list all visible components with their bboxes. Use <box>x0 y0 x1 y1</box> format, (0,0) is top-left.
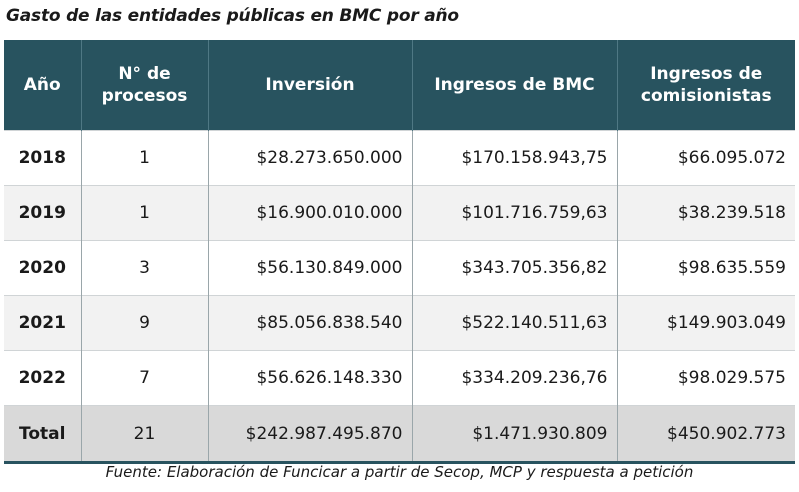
cell-total-commission-income: $450.902.773 <box>616 405 795 464</box>
cell-total-investment: $242.987.495.870 <box>207 405 412 464</box>
cell-bmc-income: $101.716.759,63 <box>411 185 617 241</box>
cell-investment: $56.130.849.000 <box>207 240 412 296</box>
cell-bmc-income: $343.705.356,82 <box>411 240 617 296</box>
table-title: Gasto de las entidades públicas en BMC p… <box>6 6 459 26</box>
header-bmc-income: Ingresos de BMC <box>411 40 617 131</box>
table-row: 2022 7 $56.626.148.330 $334.209.236,76 $… <box>4 350 795 406</box>
cell-investment: $16.900.010.000 <box>207 185 412 241</box>
header-processes: N° de procesos <box>80 40 208 131</box>
spending-table: Año N° de procesos Inversión Ingresos de… <box>4 40 795 464</box>
table-row: 2020 3 $56.130.849.000 $343.705.356,82 $… <box>4 240 795 296</box>
cell-bmc-income: $170.158.943,75 <box>411 130 617 186</box>
cell-total-processes: 21 <box>80 405 208 464</box>
cell-year: 2020 <box>4 240 81 296</box>
header-investment: Inversión <box>207 40 412 131</box>
cell-total-label: Total <box>4 405 81 464</box>
cell-investment: $85.056.838.540 <box>207 295 412 351</box>
cell-year: 2022 <box>4 350 81 406</box>
table-row: 2021 9 $85.056.838.540 $522.140.511,63 $… <box>4 295 795 351</box>
cell-total-bmc-income: $1.471.930.809 <box>411 405 617 464</box>
cell-year: 2021 <box>4 295 81 351</box>
cell-processes: 1 <box>80 130 208 186</box>
cell-processes: 9 <box>80 295 208 351</box>
cell-investment: $28.273.650.000 <box>207 130 412 186</box>
cell-commission-income: $66.095.072 <box>616 130 795 186</box>
header-year: Año <box>4 40 81 131</box>
cell-processes: 3 <box>80 240 208 296</box>
cell-commission-income: $98.029.575 <box>616 350 795 406</box>
cell-processes: 7 <box>80 350 208 406</box>
source-note: Fuente: Elaboración de Funcicar a partir… <box>105 463 694 481</box>
cell-bmc-income: $522.140.511,63 <box>411 295 617 351</box>
cell-processes: 1 <box>80 185 208 241</box>
cell-commission-income: $38.239.518 <box>616 185 795 241</box>
cell-bmc-income: $334.209.236,76 <box>411 350 617 406</box>
cell-year: 2018 <box>4 130 81 186</box>
header-row: Año N° de procesos Inversión Ingresos de… <box>4 40 795 131</box>
table-body: 2018 1 $28.273.650.000 $170.158.943,75 $… <box>4 130 795 464</box>
total-row: Total 21 $242.987.495.870 $1.471.930.809… <box>4 405 795 464</box>
cell-investment: $56.626.148.330 <box>207 350 412 406</box>
table-row: 2019 1 $16.900.010.000 $101.716.759,63 $… <box>4 185 795 241</box>
header-commission-income: Ingresos de comisionistas <box>616 40 795 131</box>
cell-commission-income: $149.903.049 <box>616 295 795 351</box>
cell-year: 2019 <box>4 185 81 241</box>
table-header: Año N° de procesos Inversión Ingresos de… <box>4 40 795 131</box>
cell-commission-income: $98.635.559 <box>616 240 795 296</box>
table-row: 2018 1 $28.273.650.000 $170.158.943,75 $… <box>4 130 795 186</box>
